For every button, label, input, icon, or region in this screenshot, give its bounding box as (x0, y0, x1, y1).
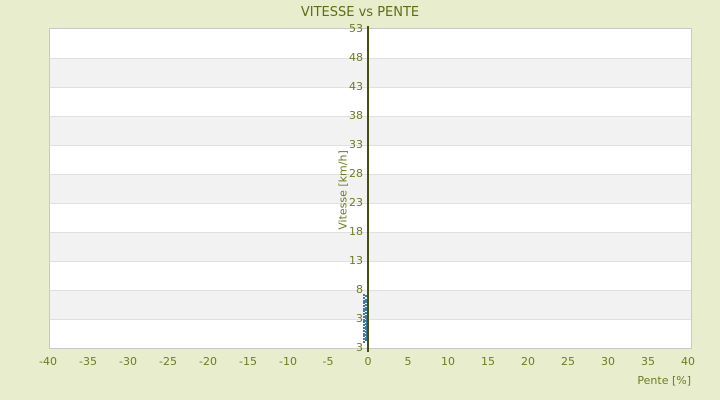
data-point (363, 310, 365, 313)
x-tick-label: -25 (159, 355, 177, 368)
data-point (363, 302, 365, 305)
gridline (50, 145, 691, 146)
x-tick-label: 35 (641, 355, 655, 368)
x-tick-label: -10 (279, 355, 297, 368)
y-tick-label: 23 (349, 196, 363, 209)
data-point (363, 300, 365, 303)
x-axis-title: Pente [%] (637, 374, 691, 387)
x-tick-label: 20 (521, 355, 535, 368)
x-tick-label: 10 (441, 355, 455, 368)
y-tick-label: 13 (349, 254, 363, 267)
data-point (365, 325, 367, 328)
data-point (363, 313, 365, 316)
gridline (50, 232, 691, 233)
plot-band (50, 58, 691, 87)
data-point (365, 304, 367, 307)
data-point (363, 337, 365, 340)
plot-band (50, 203, 691, 232)
plot-band (50, 174, 691, 203)
plot-area (49, 28, 692, 349)
data-point (363, 321, 365, 324)
data-point (363, 308, 365, 311)
x-tick-label: 0 (364, 355, 372, 368)
data-point (365, 295, 367, 298)
x-tick-label: 40 (681, 355, 695, 368)
data-point (363, 335, 365, 338)
y-tick-label: 33 (349, 138, 363, 151)
y-tick-label: 18 (349, 225, 363, 238)
data-point (363, 297, 365, 300)
x-tick-label: -35 (79, 355, 97, 368)
data-point (365, 333, 367, 336)
data-point (363, 316, 365, 319)
data-point (363, 324, 365, 327)
data-point (363, 332, 365, 335)
plot-band (50, 87, 691, 116)
x-tick-label: 15 (481, 355, 495, 368)
y-tick-label: 43 (349, 80, 363, 93)
data-point (365, 323, 367, 326)
gridline (50, 116, 691, 117)
y-axis-title: Vitesse [km/h] (336, 150, 350, 230)
data-point (363, 305, 365, 308)
x-tick-label: -40 (39, 355, 57, 368)
gridline (50, 319, 691, 320)
data-point (363, 318, 365, 321)
y-tick-label: 38 (349, 109, 363, 122)
y-tick-label: 48 (349, 51, 363, 64)
gridline (50, 203, 691, 204)
data-point (363, 294, 365, 297)
plot-band (50, 29, 691, 58)
chart-title: VITESSE vs PENTE (300, 5, 420, 20)
data-point (365, 331, 367, 334)
x-tick-label: -5 (322, 355, 334, 368)
gridline (50, 290, 691, 291)
data-point (363, 326, 365, 329)
y-tick-label: 53 (349, 22, 363, 35)
data-point (365, 315, 367, 318)
data-point (365, 336, 367, 339)
data-point (363, 340, 365, 343)
data-point (365, 339, 367, 342)
x-tick-label: 5 (404, 355, 412, 368)
plot-band (50, 232, 691, 261)
data-point (365, 306, 367, 309)
gridline (50, 174, 691, 175)
data-point (365, 320, 367, 323)
y-tick-label: 28 (349, 167, 363, 180)
x-tick-label: -30 (119, 355, 137, 368)
plot-band (50, 116, 691, 145)
x-tick-label: 30 (601, 355, 615, 368)
gridline (50, 261, 691, 262)
gridline (50, 58, 691, 59)
data-point (363, 329, 365, 332)
y-tick-label: 8 (356, 283, 363, 296)
y-axis-line (367, 26, 369, 352)
data-point (365, 317, 367, 320)
x-tick-label: -20 (199, 355, 217, 368)
data-point (365, 309, 367, 312)
gridline (50, 87, 691, 88)
data-point (365, 301, 367, 304)
y-tick-label: 3 (356, 312, 363, 325)
plot-band (50, 261, 691, 290)
data-point (365, 298, 367, 301)
data-point (365, 328, 367, 331)
x-tick-label: -15 (239, 355, 257, 368)
x-tick-label: 25 (561, 355, 575, 368)
y-tick-label: 3 (356, 341, 363, 354)
plot-band (50, 290, 691, 319)
plot-band (50, 145, 691, 174)
plot-band (50, 319, 691, 348)
data-point (365, 312, 367, 315)
